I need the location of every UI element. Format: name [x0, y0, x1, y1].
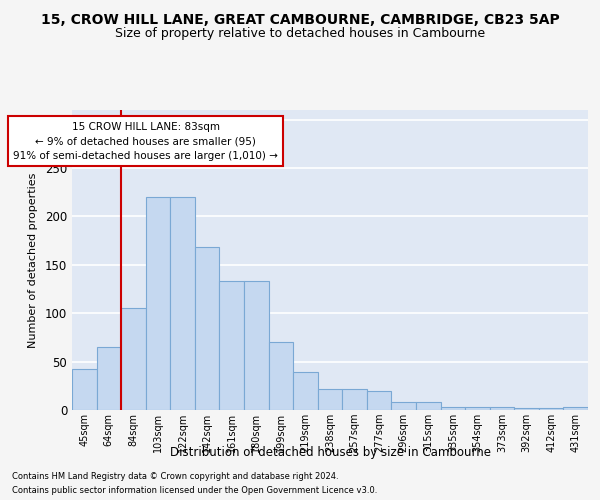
Bar [269, 342, 293, 410]
Bar [318, 388, 342, 410]
Bar [146, 197, 170, 410]
Y-axis label: Number of detached properties: Number of detached properties [28, 172, 38, 348]
Bar [342, 388, 367, 410]
Bar [220, 282, 244, 410]
Bar [293, 372, 318, 410]
Bar [72, 370, 97, 410]
Bar [539, 408, 563, 410]
Bar [465, 407, 490, 410]
Bar [391, 402, 416, 410]
Text: 15 CROW HILL LANE: 83sqm
← 9% of detached houses are smaller (95)
91% of semi-de: 15 CROW HILL LANE: 83sqm ← 9% of detache… [13, 122, 278, 161]
Bar [97, 347, 121, 410]
Bar [195, 248, 220, 410]
Bar [440, 407, 465, 410]
Bar [563, 407, 588, 410]
Text: 15, CROW HILL LANE, GREAT CAMBOURNE, CAMBRIDGE, CB23 5AP: 15, CROW HILL LANE, GREAT CAMBOURNE, CAM… [41, 12, 559, 26]
Bar [367, 390, 391, 410]
Bar [244, 282, 269, 410]
Bar [170, 197, 195, 410]
Text: Distribution of detached houses by size in Cambourne: Distribution of detached houses by size … [170, 446, 491, 459]
Bar [416, 402, 440, 410]
Text: Contains public sector information licensed under the Open Government Licence v3: Contains public sector information licen… [12, 486, 377, 495]
Text: Size of property relative to detached houses in Cambourne: Size of property relative to detached ho… [115, 28, 485, 40]
Bar [490, 407, 514, 410]
Bar [121, 308, 146, 410]
Bar [514, 408, 539, 410]
Text: Contains HM Land Registry data © Crown copyright and database right 2024.: Contains HM Land Registry data © Crown c… [12, 472, 338, 481]
